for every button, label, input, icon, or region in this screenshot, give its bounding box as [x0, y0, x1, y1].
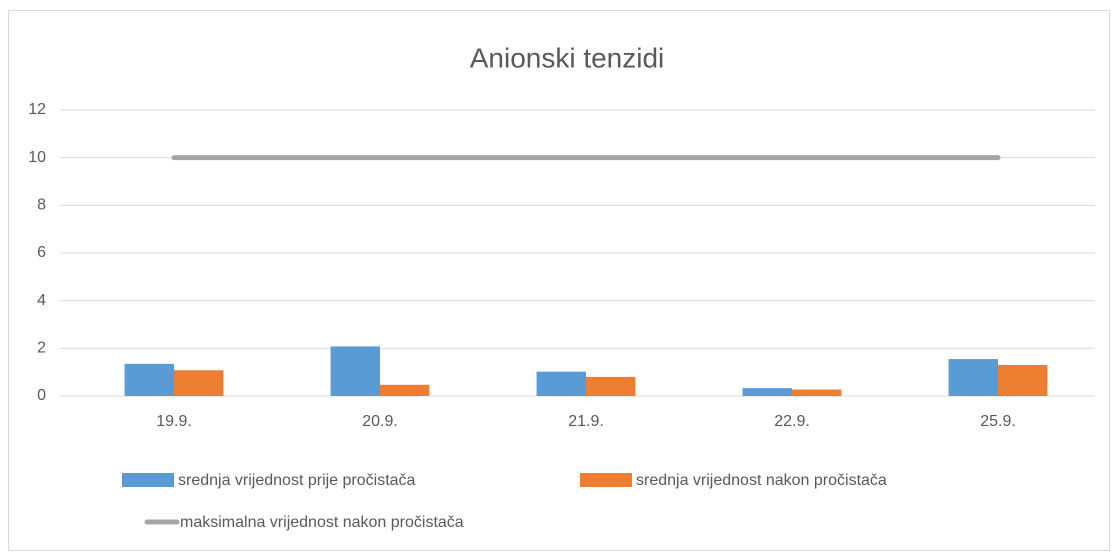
bar	[330, 346, 380, 396]
y-tick-label: 10	[28, 149, 46, 166]
x-tick-label: 22.9.	[774, 413, 810, 430]
legend-swatch	[122, 473, 174, 487]
bar	[742, 388, 792, 396]
y-tick-label: 6	[37, 244, 46, 261]
legend-swatch	[580, 473, 632, 487]
bar	[998, 365, 1048, 396]
x-tick-label: 25.9.	[980, 413, 1016, 430]
x-tick-label: 21.9.	[568, 413, 604, 430]
bar	[586, 376, 636, 396]
x-tick-label: 19.9.	[156, 413, 192, 430]
chart-border	[8, 10, 1110, 551]
bar	[792, 389, 842, 396]
chart-title: Anionski tenzidi	[470, 42, 665, 73]
y-tick-label: 4	[37, 292, 46, 309]
legend-label: maksimalna vrijednost nakon pročistača	[180, 514, 464, 531]
y-tick-label: 8	[37, 197, 46, 214]
y-tick-label: 12	[28, 101, 46, 118]
bar	[174, 370, 224, 396]
y-tick-label: 0	[37, 387, 46, 404]
y-tick-label: 2	[37, 340, 46, 357]
bar	[948, 359, 998, 396]
bar	[536, 371, 586, 396]
legend-label: srednja vrijednost nakon pročistača	[636, 472, 887, 489]
x-tick-label: 20.9.	[362, 413, 398, 430]
bar	[380, 384, 430, 396]
bar	[124, 363, 174, 396]
legend-label: srednja vrijednost prije pročistača	[178, 472, 416, 489]
